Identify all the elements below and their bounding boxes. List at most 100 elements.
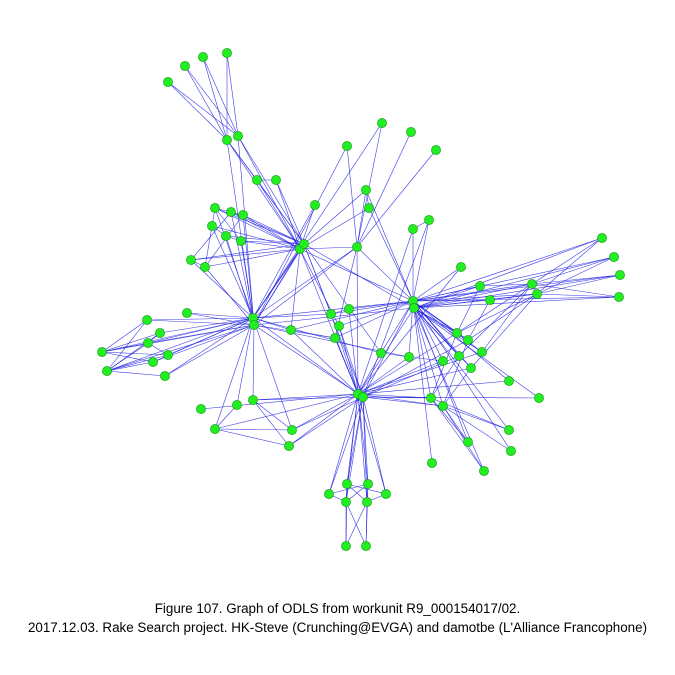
graph-node bbox=[362, 497, 372, 507]
graph-node bbox=[198, 52, 208, 62]
graph-edge bbox=[338, 325, 359, 395]
graph-edge bbox=[252, 393, 359, 401]
graph-edge bbox=[345, 483, 348, 547]
graph-node bbox=[236, 236, 246, 246]
graph-edge bbox=[408, 356, 444, 362]
graph-node bbox=[334, 321, 344, 331]
graph-edge bbox=[412, 256, 615, 302]
graph-edge bbox=[106, 319, 148, 372]
graph-edge bbox=[442, 405, 510, 431]
graph-edge bbox=[357, 356, 410, 395]
graph-edge bbox=[346, 483, 387, 495]
graph-edge bbox=[211, 225, 254, 319]
graph-edge bbox=[413, 285, 481, 309]
graph-edge bbox=[101, 319, 148, 353]
graph-nodes bbox=[97, 48, 625, 551]
graph-edge bbox=[101, 332, 161, 353]
graph-node bbox=[404, 352, 414, 362]
graph-edge bbox=[252, 122, 383, 319]
graph-edge bbox=[357, 266, 462, 395]
graph-edge bbox=[240, 240, 301, 250]
graph-node bbox=[361, 185, 371, 195]
graph-edge bbox=[356, 131, 412, 248]
graph-edge bbox=[230, 211, 255, 326]
graph-edge bbox=[357, 307, 415, 395]
graph-node bbox=[249, 320, 259, 330]
graph-edge bbox=[531, 237, 603, 285]
graph-node bbox=[148, 357, 158, 367]
graph-edge bbox=[348, 308, 359, 395]
graph-edge bbox=[184, 65, 239, 137]
graph-edge bbox=[412, 300, 510, 382]
graph-edge bbox=[101, 342, 149, 353]
graph-edge bbox=[412, 296, 620, 302]
graph-edge bbox=[288, 393, 359, 447]
graph-edge bbox=[106, 361, 154, 372]
graph-node bbox=[186, 255, 196, 265]
graph-edge bbox=[290, 300, 414, 331]
graph-edge bbox=[101, 317, 254, 353]
graph-node bbox=[504, 376, 514, 386]
graph-edge bbox=[253, 324, 364, 398]
graph-edge bbox=[442, 405, 469, 443]
graph-node bbox=[358, 392, 368, 402]
graph-edge bbox=[413, 237, 603, 309]
graph-edge bbox=[242, 214, 305, 245]
graph-edge bbox=[413, 256, 615, 309]
graph-node bbox=[408, 224, 418, 234]
graph-edge bbox=[489, 293, 538, 301]
graph-node bbox=[438, 401, 448, 411]
graph-edge bbox=[412, 219, 430, 302]
graph-edge bbox=[357, 352, 382, 395]
graph-node bbox=[196, 404, 206, 414]
graph-edge bbox=[204, 248, 301, 268]
graph-edge bbox=[303, 243, 415, 309]
graph-edge bbox=[412, 237, 603, 302]
graph-edge bbox=[357, 393, 369, 485]
graph-edge bbox=[225, 235, 255, 326]
graph-edge bbox=[226, 139, 258, 181]
graph-edge bbox=[413, 283, 533, 309]
graph-edge bbox=[252, 324, 255, 401]
graph-edge bbox=[338, 300, 414, 327]
graph-node bbox=[102, 366, 112, 376]
graph-node bbox=[310, 200, 320, 210]
graph-node bbox=[341, 541, 351, 551]
graph-edge bbox=[204, 266, 255, 326]
graph-edge bbox=[362, 300, 414, 398]
graph-edge bbox=[356, 189, 367, 248]
graph-node bbox=[363, 479, 373, 489]
graph-edge bbox=[226, 52, 239, 137]
graph-edge bbox=[330, 300, 414, 315]
graph-edge bbox=[531, 256, 615, 285]
graph-edge bbox=[536, 274, 621, 295]
graph-edge bbox=[214, 207, 242, 242]
graph-edge bbox=[430, 397, 469, 443]
graph-edge bbox=[226, 139, 301, 250]
graph-edge bbox=[412, 293, 538, 302]
graph-edge bbox=[470, 293, 538, 369]
graph-node bbox=[377, 118, 387, 128]
graph-edge bbox=[252, 246, 358, 319]
graph-node bbox=[534, 393, 544, 403]
graph-edge bbox=[214, 207, 254, 319]
graph-node bbox=[142, 315, 152, 325]
graph-node bbox=[200, 262, 210, 272]
graph-edge bbox=[362, 219, 430, 398]
graph-edge bbox=[328, 483, 369, 495]
graph-edge bbox=[442, 405, 485, 472]
graph-edge bbox=[362, 396, 540, 399]
graph-edge bbox=[211, 225, 301, 250]
graph-edge bbox=[299, 248, 414, 302]
graph-edge bbox=[303, 189, 367, 245]
graph-edge bbox=[101, 351, 154, 363]
graph-edge bbox=[413, 307, 540, 399]
graph-edge bbox=[204, 225, 213, 268]
graph-edge bbox=[186, 312, 255, 326]
graph-node bbox=[477, 347, 487, 357]
graph-edge bbox=[357, 393, 444, 407]
graph-edge bbox=[288, 396, 364, 447]
graph-node bbox=[252, 175, 262, 185]
graph-edge bbox=[345, 501, 368, 547]
graph-edge bbox=[338, 325, 364, 398]
